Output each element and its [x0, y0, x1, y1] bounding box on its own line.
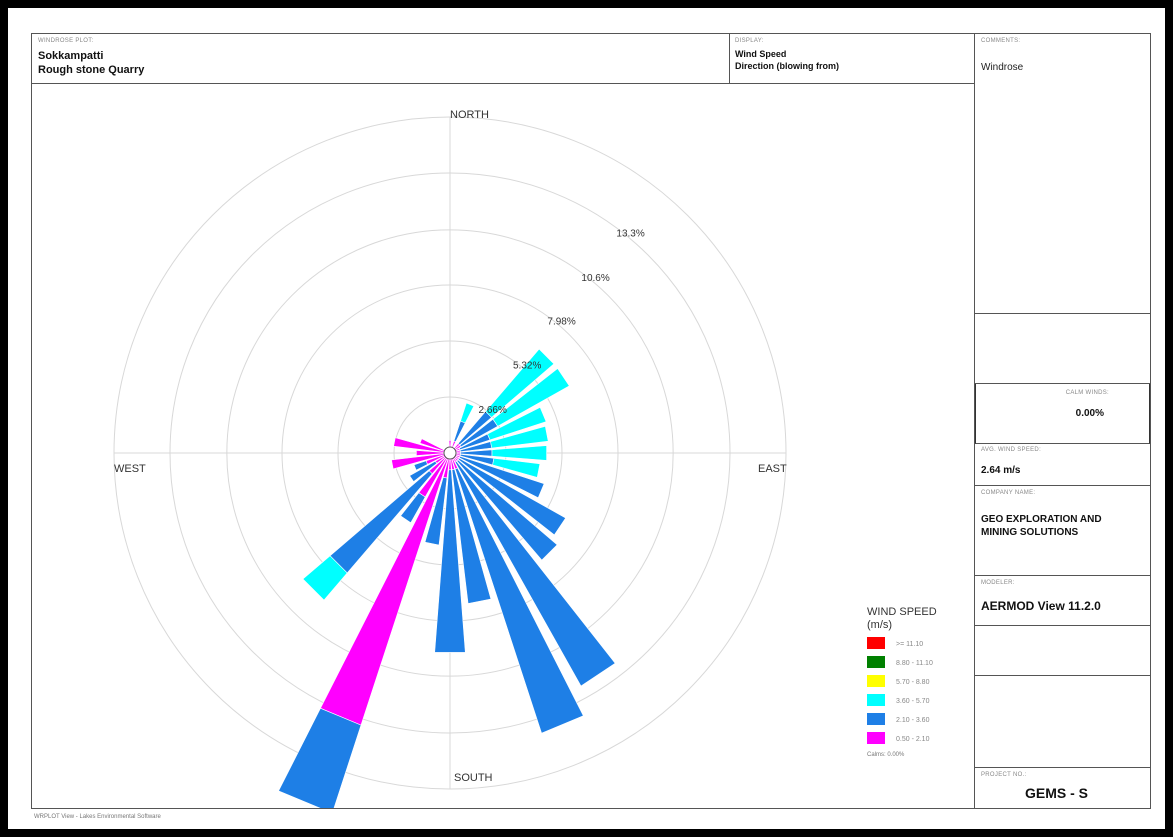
page-frame: WINDROSE PLOT: Sokkampatti Rough stone Q… [8, 8, 1165, 829]
company-cell: COMPANY NAME: GEO EXPLORATION AND MINING… [975, 486, 1150, 576]
petal-20-bin-1 [413, 460, 428, 471]
compass-east: EAST [758, 463, 787, 475]
petal-21-bin-0 [391, 452, 451, 470]
petal-6-bin-2 [491, 445, 547, 461]
comments-text: Windrose [981, 62, 1024, 73]
display-cell: DISPLAY: Wind Speed Direction (blowing f… [730, 34, 975, 84]
display-line-1: Wind Speed [735, 49, 787, 59]
company-name-line-1: GEO EXPLORATION AND [981, 514, 1102, 525]
legend-swatch-5 [867, 732, 885, 744]
compass-north: NORTH [450, 109, 489, 121]
legend-swatch-2 [867, 675, 885, 687]
legend-label-2: 5.70 - 8.80 [896, 679, 930, 686]
site-subtitle: Rough stone Quarry [38, 64, 145, 76]
petal-4-bin-2 [487, 406, 547, 441]
legend-label-0: >= 11.10 [896, 641, 923, 648]
petal-5-bin-2 [490, 425, 549, 449]
petal-10-bin-1 [456, 459, 558, 561]
petal-17-bin-1 [400, 492, 426, 524]
legend-label-4: 2.10 - 3.60 [896, 717, 930, 724]
petal-16-bin-0 [320, 452, 451, 726]
company-name-line-2: MINING SOLUTIONS [981, 527, 1079, 538]
petal-14-bin-1 [434, 469, 466, 653]
site-name: Sokkampatti [38, 50, 104, 62]
modeler-cell: MODELER: AERMOD View 11.2.0 [975, 576, 1150, 626]
petal-13-bin-1 [451, 468, 492, 604]
blank-cell-1 [975, 314, 1150, 384]
project-cell: PROJECT NO.: GEMS - S [975, 768, 1150, 808]
petal-1-bin-2 [460, 402, 475, 424]
avg-speed-caption: AVG. WIND SPEED: [981, 447, 1042, 453]
ring-label-1: 5.32% [513, 361, 541, 372]
windrose-sheet: WINDROSE PLOT: Sokkampatti Rough stone Q… [31, 33, 1151, 814]
avg-speed-cell: AVG. WIND SPEED: 2.64 m/s [975, 444, 1150, 486]
legend-label-1: 8.80 - 11.10 [896, 660, 933, 667]
legend: WIND SPEED (m/s) >= 11.10 8.80 - 11.10 5.7… [867, 606, 937, 758]
blank-cell-2 [975, 626, 1150, 676]
legend-label-5: 0.50 - 2.10 [896, 736, 930, 743]
calm-winds-value: 0.00% [1075, 408, 1104, 419]
center-calm-circle [443, 446, 457, 460]
ring-label-3: 10.6% [581, 273, 609, 284]
petals [278, 348, 616, 814]
compass-south: SOUTH [454, 772, 493, 784]
petal-16-bin-1 [278, 707, 362, 814]
ring-label-2: 7.98% [547, 317, 575, 328]
petal-7-bin-2 [492, 457, 541, 478]
calm-winds-caption: CALM WINDS: [1065, 390, 1109, 396]
petal-8-bin-1 [459, 455, 545, 499]
calm-winds-cell: CALM WINDS: 0.00% [975, 384, 1150, 444]
ring-label-4: 13.3% [616, 228, 644, 239]
ring-label-0: 2.66% [479, 405, 507, 416]
ring-labels: 2.66% 5.32% 7.98% 10.6% 13.3% [479, 228, 645, 416]
modeler-value: AERMOD View 11.2.0 [981, 599, 1101, 613]
plot-title-cell: WINDROSE PLOT: Sokkampatti Rough stone Q… [32, 34, 730, 84]
comments-cell: COMMENTS: Windrose [975, 34, 1150, 314]
petal-9-bin-1 [457, 457, 567, 536]
right-panel: COMMENTS: Windrose CALM WINDS: 0.00% AVG… [975, 34, 1150, 808]
legend-title: WIND SPEED [867, 606, 937, 618]
petal-24-bin-0 [419, 438, 451, 454]
legend-swatch-4 [867, 713, 885, 725]
petal-2-bin-2 [485, 348, 555, 418]
project-value: GEMS - S [1025, 785, 1089, 801]
petal-11-bin-1 [454, 460, 616, 687]
compass-west: WEST [114, 463, 146, 475]
footer-credit: WRPLOT View - Lakes Environmental Softwa… [34, 814, 161, 820]
legend-swatch-3 [867, 694, 885, 706]
petal-18-bin-2 [302, 555, 348, 601]
avg-speed-value: 2.64 m/s [981, 465, 1021, 476]
petal-19-bin-1 [409, 460, 438, 483]
blank-cell-3 [975, 676, 1150, 768]
legend-swatch-1 [867, 656, 885, 668]
legend-calms: Calms: 0.00% [867, 752, 905, 758]
legend-swatch-0 [867, 637, 885, 649]
legend-unit: (m/s) [867, 619, 892, 631]
petal-23-bin-0 [393, 437, 451, 454]
modeler-caption: MODELER: [981, 580, 1015, 586]
plot-area: 2.66% 5.32% 7.98% 10.6% 13.3% NORTH SOUTH EA… [32, 84, 975, 814]
project-caption: PROJECT NO.: [981, 772, 1027, 778]
petal-22-bin-0 [416, 450, 451, 456]
petal-12-bin-1 [454, 467, 584, 734]
petal-3-bin-2 [492, 368, 570, 427]
comments-caption: COMMENTS: [981, 38, 1021, 44]
plot-caption: WINDROSE PLOT: [38, 38, 94, 44]
company-caption: COMPANY NAME: [981, 490, 1036, 496]
display-line-2: Direction (blowing from) [735, 61, 839, 71]
petal-15-bin-1 [424, 476, 448, 546]
legend-label-3: 3.60 - 5.70 [896, 698, 930, 705]
display-caption: DISPLAY: [735, 38, 764, 44]
windrose-chart: 2.66% 5.32% 7.98% 10.6% 13.3% NORTH SOUTH EA… [113, 109, 937, 814]
